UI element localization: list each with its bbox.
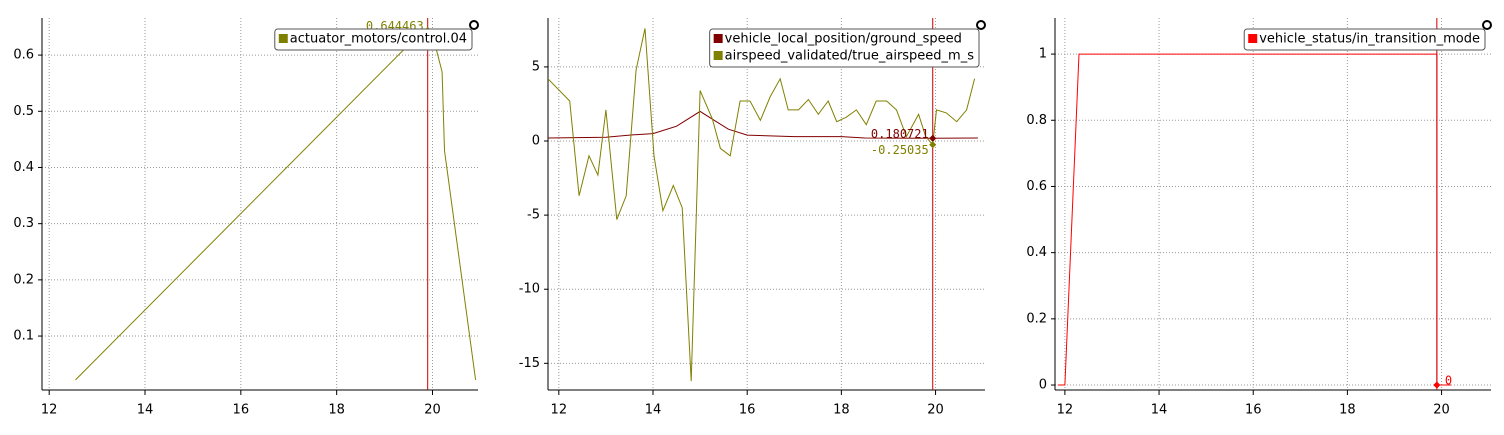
series-line: [548, 28, 976, 382]
x-tick-label: 20: [927, 403, 944, 418]
y-tick-label: 1: [1039, 47, 1047, 62]
legend: vehicle_status/in_transition_mode: [1243, 28, 1486, 51]
y-tick-label: 0.4: [13, 160, 34, 175]
series-line: [548, 110, 978, 139]
x-tick-label: 16: [1245, 403, 1262, 418]
x-tick-label: 16: [739, 403, 756, 418]
x-tick-label: 12: [1057, 403, 1074, 418]
legend-label: actuator_motors/control.04: [290, 32, 467, 47]
legend-swatch: [278, 34, 288, 43]
legend: actuator_motors/control.04: [274, 28, 473, 51]
panel-handle[interactable]: [976, 20, 986, 30]
x-tick-label: 20: [1433, 403, 1450, 418]
y-tick-label: 0.3: [13, 216, 34, 231]
panel-handle[interactable]: [1482, 20, 1492, 30]
series-line: [75, 29, 477, 381]
y-tick-label: -15: [519, 356, 540, 371]
x-tick-label: 14: [1151, 403, 1168, 418]
legend: vehicle_local_position/ground_speedairsp…: [709, 28, 980, 68]
x-tick-label: 12: [41, 403, 58, 418]
y-tick-label: 0.2: [13, 272, 34, 287]
legend-label: vehicle_status/in_transition_mode: [1259, 32, 1480, 47]
y-tick-label: 0.2: [1026, 311, 1047, 326]
x-tick-label: 14: [645, 403, 662, 418]
series-group: [548, 28, 978, 382]
y-tick-label: 0.4: [1026, 245, 1047, 260]
y-tick-label: 0.6: [13, 48, 34, 63]
y-tick-label: -10: [519, 282, 540, 297]
y-tick-label: 0.5: [13, 104, 34, 119]
plot-panel: 0.10.20.30.40.50.612 14 16 18 200.644463actu…: [13, 18, 478, 418]
x-tick-label: 18: [1339, 403, 1356, 418]
legend-label: vehicle_local_position/ground_speed: [725, 32, 962, 47]
y-tick-label: 0.8: [1026, 113, 1047, 128]
legend-swatch: [713, 51, 723, 60]
y-tick-label: 0.1: [13, 329, 34, 344]
panel-handle[interactable]: [469, 20, 479, 30]
y-tick-label: 0: [532, 134, 540, 149]
legend-box: [274, 28, 473, 51]
x-tick-label: 16: [233, 403, 250, 418]
cursor-value: 0: [1445, 374, 1452, 388]
x-tick-label: 18: [328, 403, 345, 418]
y-tick-label: 0.6: [1026, 179, 1047, 194]
legend-swatch: [1248, 34, 1258, 43]
cursor-value: -0.25035: [871, 143, 929, 157]
legend-box: [709, 28, 980, 68]
plot-panel: 5 0 -5 -10 -15 12 14 16 18 20 0.180721 -0.25035 vehi…: [519, 18, 985, 418]
x-tick-label: 20: [424, 403, 441, 418]
x-tick-label: 14: [137, 403, 154, 418]
legend-label: airspeed_validated/true_airspeed_m_s: [725, 49, 975, 64]
legend-swatch: [713, 34, 723, 43]
y-tick-label: 5: [532, 59, 540, 74]
series-group: [75, 29, 477, 381]
plot-panel: 0 0.2 0.4 0.6 0.8 1 12 14 16 18 20 0 vehicle_status/…: [1026, 18, 1491, 418]
y-tick-label: -5: [527, 208, 540, 223]
y-tick-label: 0: [1039, 378, 1047, 393]
x-tick-label: 12: [551, 403, 568, 418]
legend-box: [1243, 28, 1486, 51]
x-tick-label: 18: [833, 403, 850, 418]
cursor-value: 0.180721: [871, 127, 929, 141]
cursor-marker: [929, 134, 937, 142]
cursor-marker: [929, 141, 937, 149]
